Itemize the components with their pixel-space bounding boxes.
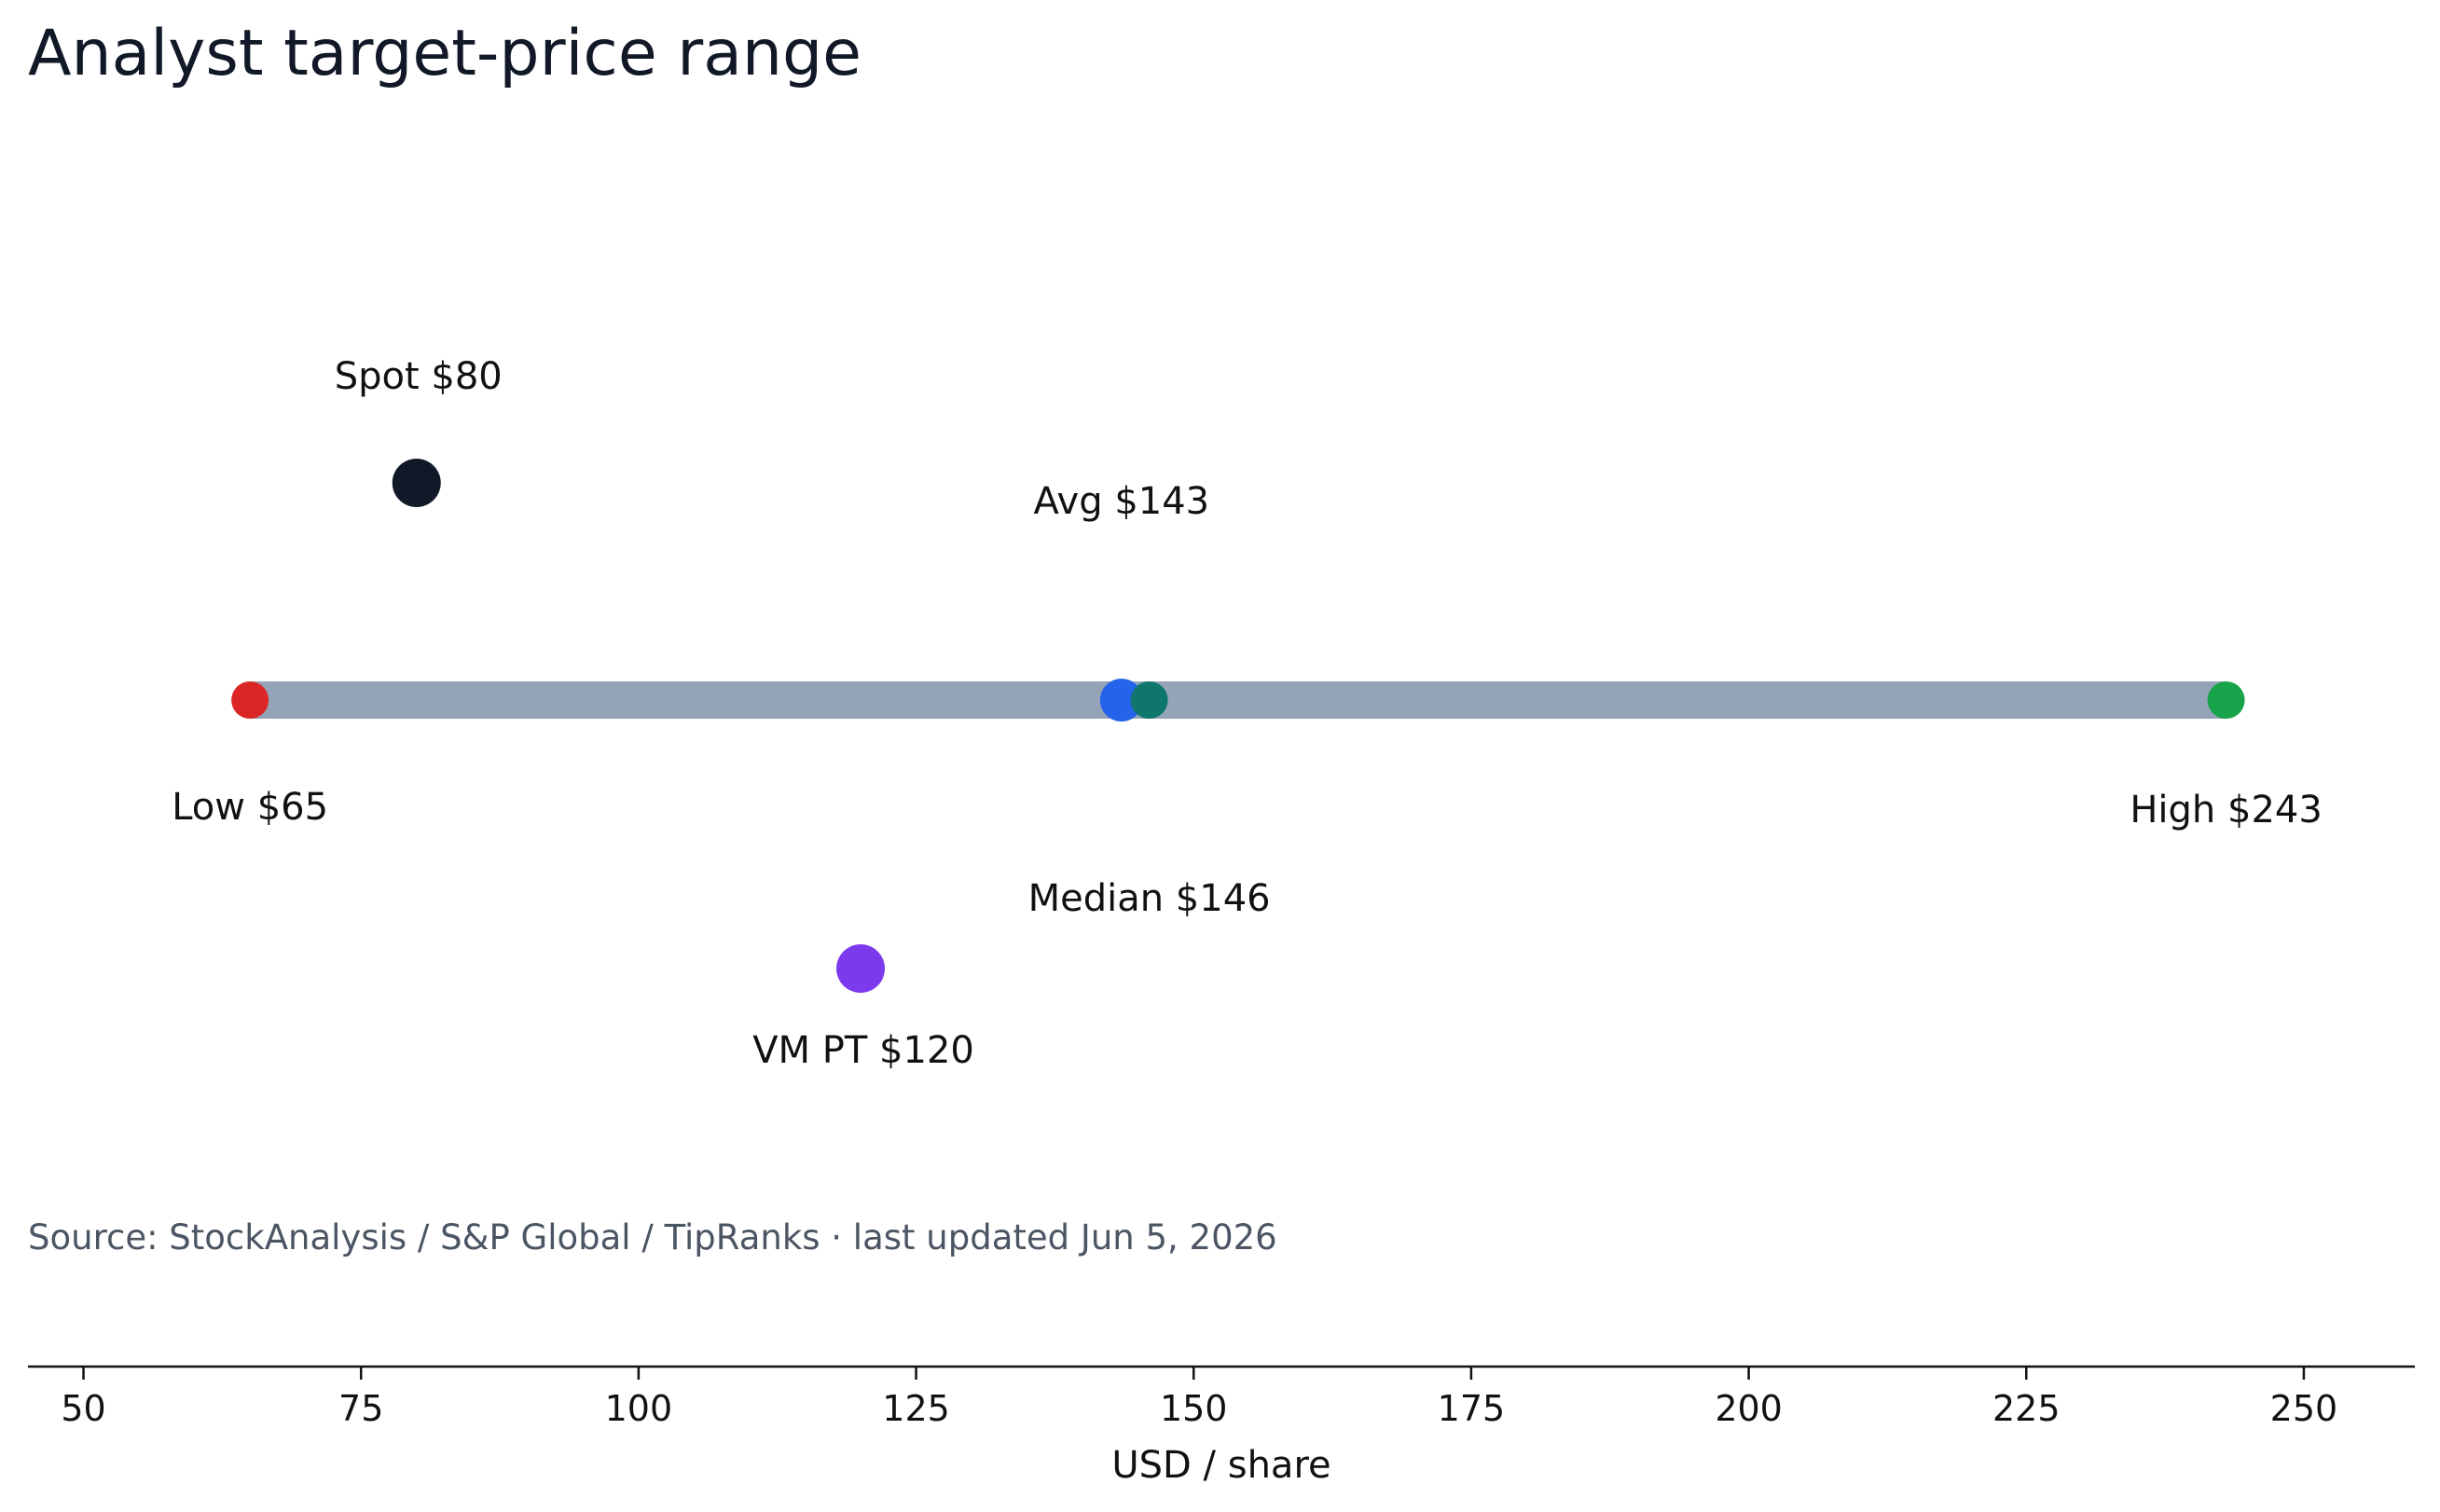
- marker-low: [231, 681, 269, 719]
- x-tick-label-75: 75: [338, 1388, 383, 1429]
- label-spot: Spot $80: [335, 355, 503, 398]
- x-tick-label-200: 200: [1715, 1388, 1783, 1429]
- x-tick-label-225: 225: [1992, 1388, 2061, 1429]
- marker-high: [2207, 681, 2245, 719]
- x-tick-label-125: 125: [882, 1388, 950, 1429]
- x-tick-label-150: 150: [1160, 1388, 1228, 1429]
- x-tick-label-100: 100: [605, 1388, 673, 1429]
- points-layer: [231, 459, 2245, 993]
- chart-title: Analyst target-price range: [28, 17, 862, 90]
- labels-layer: Low $65 High $243 Avg $143 Median $146 Spot …: [172, 355, 2323, 1072]
- x-tick-label-250: 250: [2270, 1388, 2338, 1429]
- marker-vm-pt: [836, 944, 886, 993]
- x-axis: 50 75 100 125 150 175 200 225 250: [28, 1365, 2415, 1429]
- label-high: High $243: [2130, 789, 2322, 832]
- source-note: Source: StockAnalysis / S&P Global / Tip…: [28, 1217, 1277, 1258]
- label-vm-pt: VM PT $120: [752, 1029, 974, 1072]
- x-axis-label: USD / share: [1111, 1444, 1330, 1487]
- x-tick-label-50: 50: [61, 1388, 105, 1429]
- x-tick-label-175: 175: [1438, 1388, 1506, 1429]
- label-avg: Avg $143: [1034, 480, 1210, 523]
- label-low: Low $65: [172, 786, 328, 829]
- marker-median: [1130, 681, 1168, 719]
- marker-spot: [392, 459, 441, 507]
- marker-avg: [1099, 679, 1143, 722]
- label-median: Median $146: [1028, 877, 1271, 920]
